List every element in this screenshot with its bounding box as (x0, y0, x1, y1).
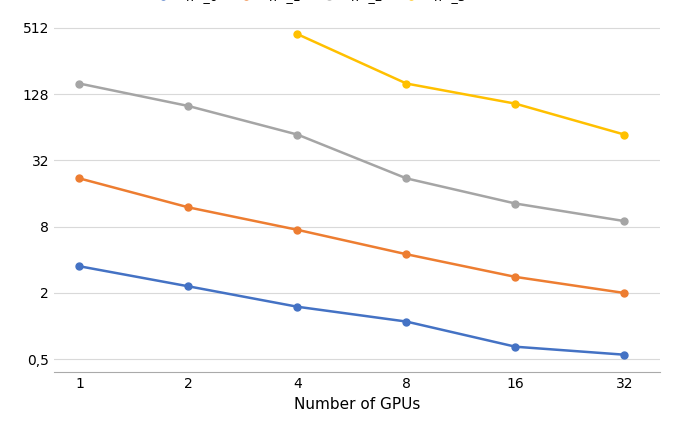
n=_0 (621, 352, 629, 357)
n=_2 (293, 132, 302, 137)
n=_1 (293, 227, 302, 233)
n=_3 (511, 101, 520, 106)
n=_1 (621, 291, 629, 296)
n=_0 (402, 319, 411, 324)
n=_0 (293, 304, 302, 309)
n=_2 (184, 103, 192, 109)
Line: n=_2: n=_2 (76, 80, 628, 225)
n=_2 (621, 219, 629, 224)
n=_1 (511, 275, 520, 280)
n=_1 (75, 176, 83, 181)
n=_3 (293, 32, 302, 37)
n=_1 (402, 252, 411, 257)
Line: n=_0: n=_0 (76, 263, 628, 358)
n=_0 (184, 284, 192, 289)
n=_2 (75, 81, 83, 86)
n=_2 (402, 176, 411, 181)
n=_3 (621, 132, 629, 137)
n=_2 (511, 201, 520, 206)
Line: n=_1: n=_1 (76, 175, 628, 297)
n=_0 (511, 344, 520, 349)
Legend: n=_0, n=_1, n=_2, n=_3: n=_0, n=_1, n=_2, n=_3 (151, 0, 466, 3)
n=_3 (402, 81, 411, 86)
X-axis label: Number of GPUs: Number of GPUs (293, 397, 420, 412)
n=_0 (75, 264, 83, 269)
n=_1 (184, 205, 192, 210)
Line: n=_3: n=_3 (294, 31, 628, 138)
